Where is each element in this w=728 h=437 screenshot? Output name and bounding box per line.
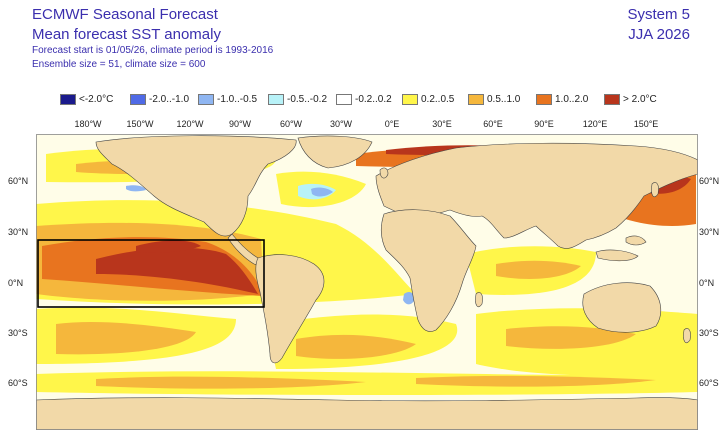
lon-tick-label: 0°E — [384, 119, 400, 129]
landmass — [475, 292, 483, 307]
legend-label: -1.0..-0.5 — [217, 94, 258, 105]
legend-swatch — [402, 94, 418, 105]
map-title: ECMWF Seasonal Forecast — [32, 6, 218, 23]
system-label: System 5 — [627, 6, 690, 23]
sst-anomaly-map — [36, 134, 698, 430]
landmass — [255, 254, 325, 364]
lon-tick-label: 30°E — [432, 119, 452, 129]
landmass — [95, 135, 297, 237]
landmass — [595, 249, 639, 262]
legend-swatch — [198, 94, 214, 105]
legend-label: 1.0..2.0 — [555, 94, 589, 105]
longitude-labels: 180°W 150°W 120°W 90°W 60°W 30°W 0°E 30°… — [0, 119, 728, 131]
landmass — [297, 135, 373, 169]
legend-swatch — [130, 94, 146, 105]
legend-swatch — [60, 94, 76, 105]
nino-region-box — [37, 239, 265, 308]
legend-label: 0.5..1.0 — [487, 94, 521, 105]
lon-tick-label: 60°E — [483, 119, 503, 129]
land-layer — [36, 135, 698, 430]
lat-label-right: 0°N — [699, 278, 715, 288]
lon-tick-label: 30°W — [329, 119, 353, 129]
antarctica-landmass — [36, 397, 698, 430]
lat-label-left: 30°S — [8, 328, 28, 338]
landmass — [582, 282, 662, 333]
lat-label-right: 30°N — [699, 227, 720, 237]
legend-swatch — [336, 94, 352, 105]
map-subtitle: Mean forecast SST anomaly — [32, 26, 221, 43]
lon-tick-label: 150°W — [126, 119, 154, 129]
map-frame — [36, 134, 698, 430]
legend-label: 0.2..0.5 — [421, 94, 455, 105]
lat-label-right: 30°S — [699, 328, 719, 338]
legend-swatch — [604, 94, 620, 105]
lat-label-left: 60°S — [8, 378, 28, 388]
forecast-info: Forecast start is 01/05/26, climate peri… — [32, 45, 274, 56]
lon-tick-label: 120°E — [582, 119, 608, 129]
season-label: JJA 2026 — [628, 26, 690, 43]
landmass — [379, 167, 389, 179]
ensemble-info: Ensemble size = 51, climate size = 600 — [32, 59, 206, 70]
lon-tick-label: 60°W — [279, 119, 303, 129]
lat-label-left: 0°N — [8, 278, 24, 288]
lat-label-left: 30°N — [8, 227, 29, 237]
legend-label: -0.5..-0.2 — [287, 94, 328, 105]
legend-swatch — [536, 94, 552, 105]
legend-label: <-2.0°C — [79, 94, 114, 105]
lon-tick-label: 180°W — [74, 119, 102, 129]
landmass — [683, 328, 691, 343]
landmass — [625, 235, 647, 246]
lon-tick-label: 120°W — [176, 119, 204, 129]
lat-label-left: 60°N — [8, 176, 29, 186]
lon-tick-label: 150°E — [633, 119, 659, 129]
lon-tick-label: 90°E — [534, 119, 554, 129]
legend-label: > 2.0°C — [623, 94, 657, 105]
landmass — [651, 182, 659, 197]
legend-swatch — [268, 94, 284, 105]
lon-tick-label: 90°W — [228, 119, 252, 129]
lat-label-right: 60°S — [699, 378, 719, 388]
lat-label-right: 60°N — [699, 176, 720, 186]
legend-label: -2.0..-1.0 — [149, 94, 190, 105]
landmass — [380, 209, 477, 332]
legend-label: -0.2..0.2 — [355, 94, 392, 105]
legend-swatch — [468, 94, 484, 105]
